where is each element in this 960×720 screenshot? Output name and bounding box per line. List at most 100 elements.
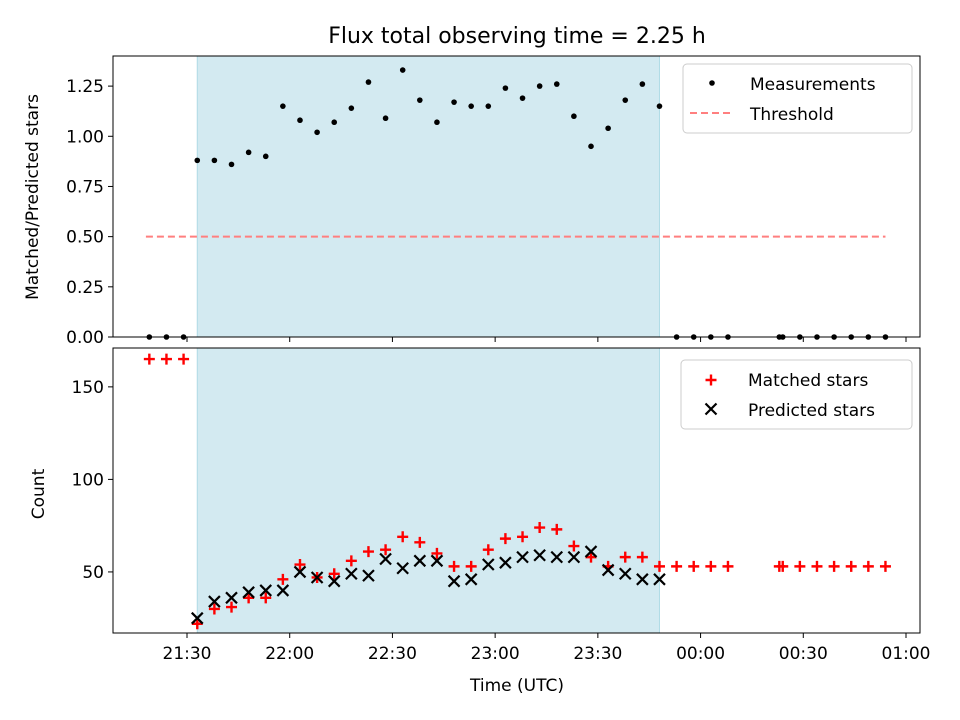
- measurement-point: [656, 103, 663, 109]
- matched-star-point: [568, 540, 580, 552]
- predicted-star-point: [482, 558, 495, 571]
- legend-label-matched: Matched stars: [748, 371, 868, 391]
- matched-star-point: [277, 573, 289, 585]
- predicted-star-point: [413, 554, 427, 568]
- matched-star-point: [414, 536, 426, 548]
- matched-star-point: [226, 601, 238, 613]
- legend-predicted-marker: [704, 402, 718, 416]
- x-tick-label: 23:30: [573, 644, 622, 664]
- bottom-panel: 50 100 150 21:30 22:00 22:30 23:00 23:30 00:00 00…: [72, 347, 931, 664]
- predicted-star-point: [345, 567, 358, 581]
- measurement-point: [245, 149, 252, 156]
- predicted-star-point: [567, 550, 581, 564]
- matched-star-point: [534, 522, 546, 534]
- measurement-point: [417, 97, 423, 103]
- predicted-star-point: [293, 565, 307, 579]
- x-tick-label: 22:30: [368, 644, 417, 664]
- x-tick-label: 23:00: [471, 644, 520, 664]
- legend-label-threshold: Threshold: [749, 105, 834, 125]
- matched-star-point: [362, 546, 374, 558]
- measurement-point: [280, 103, 286, 109]
- measurement-point: [194, 157, 201, 164]
- predicted-star-point: [516, 550, 529, 564]
- measurement-point: [297, 117, 303, 124]
- matched-star-point: [619, 551, 631, 563]
- measurement-point: [331, 119, 338, 126]
- predicted-star-point: [327, 574, 341, 588]
- bottom-y-axis-label: Count: [29, 468, 49, 519]
- top-legend-box: [682, 63, 913, 134]
- x-axis-label: Time (UTC): [469, 676, 564, 696]
- matched-star-point: [143, 353, 155, 365]
- matched-star-point: [722, 560, 734, 572]
- y-tick-label: 1.00: [66, 127, 104, 147]
- measurement-point: [348, 105, 355, 111]
- measurement-point: [451, 99, 457, 105]
- matched-star-point: [705, 560, 717, 572]
- measurement-point: [399, 67, 406, 73]
- predicted-star-point: [276, 584, 290, 597]
- predicted-star-point: [447, 574, 461, 588]
- y-tick-label: 100: [72, 470, 104, 490]
- y-tick-label: 0.00: [66, 328, 104, 348]
- matched-star-point: [499, 533, 511, 545]
- matched-star-point: [294, 559, 306, 571]
- matched-star-point: [191, 618, 203, 630]
- matched-star-point: [482, 544, 494, 556]
- x-tick-label: 01:00: [882, 644, 931, 664]
- x-tick-label: 21:30: [163, 644, 212, 664]
- measurement-point: [228, 161, 235, 168]
- matched-star-point: [585, 551, 597, 563]
- top-axes-frame: [112, 55, 921, 338]
- matched-star-point: [328, 568, 340, 580]
- legend-label-measurements: Measurements: [750, 75, 876, 95]
- y-tick-label: 0.25: [66, 278, 104, 298]
- x-tick-label: 00:30: [779, 644, 828, 664]
- measurement-point: [536, 83, 543, 89]
- measurement-point: [639, 81, 646, 87]
- measurement-point: [262, 153, 269, 160]
- measurement-point: [382, 115, 389, 122]
- matched-star-point: [777, 560, 789, 572]
- predicted-star-point: [190, 611, 204, 625]
- measurement-point: [588, 143, 594, 150]
- predicted-star-point: [362, 569, 375, 582]
- matched-star-point: [671, 560, 683, 572]
- y-tick-label: 0.75: [66, 177, 104, 197]
- matched-star-point: [380, 544, 392, 556]
- measurement-point: [485, 103, 492, 109]
- matched-star-point: [517, 531, 529, 543]
- matched-star-point: [345, 555, 357, 567]
- chart-title: Flux total observing time = 2.25 h: [328, 24, 706, 49]
- highlight-span: [196, 55, 660, 338]
- measurement-point: [434, 119, 440, 126]
- predicted-star-point: [310, 571, 324, 584]
- predicted-star-point: [533, 548, 546, 562]
- predicted-star-point: [601, 563, 615, 577]
- predicted-star-point: [584, 545, 598, 558]
- legend-matched-marker: [705, 374, 717, 386]
- measurement-point: [502, 85, 509, 91]
- predicted-star-point: [550, 550, 564, 564]
- matched-star-point: [448, 560, 460, 572]
- matched-star-point: [688, 560, 700, 572]
- predicted-star-point: [396, 561, 409, 575]
- measurement-point: [365, 79, 372, 85]
- predicted-star-point: [242, 586, 255, 599]
- matched-star-point: [551, 523, 563, 535]
- y-tick-label: 150: [72, 378, 104, 398]
- measurement-point: [468, 103, 474, 109]
- measurement-point: [571, 113, 577, 120]
- matched-star-point: [862, 560, 874, 572]
- legend-label-predicted: Predicted stars: [748, 401, 875, 421]
- predicted-star-point: [618, 567, 632, 581]
- matched-star-point: [208, 603, 220, 615]
- x-tick-label: 22:00: [265, 644, 314, 664]
- predicted-star-point: [464, 573, 478, 586]
- matched-star-point: [879, 560, 891, 572]
- y-tick-label: 50: [82, 563, 104, 583]
- matched-star-point: [260, 592, 272, 604]
- x-tick-label: 00:00: [676, 644, 725, 664]
- measurement-point: [314, 129, 320, 136]
- legend-measurement-marker: [709, 80, 715, 86]
